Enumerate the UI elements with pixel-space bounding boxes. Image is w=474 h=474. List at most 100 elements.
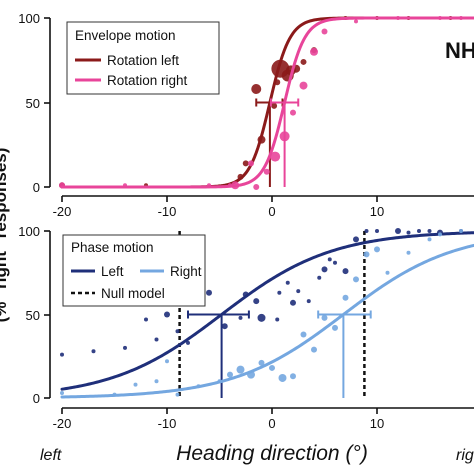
bottom-x-tick-label-neg10: -10 <box>158 416 177 431</box>
bottom-point-left-20 <box>306 299 311 304</box>
bottom-point-left-9 <box>206 289 212 296</box>
bottom-point-left-5 <box>154 337 159 342</box>
bottom-point-left-29 <box>395 228 401 234</box>
top-legend-box <box>66 21 220 95</box>
bottom-y-tick-label-100: 100 <box>18 224 40 239</box>
bottom-point-right-25 <box>406 250 411 255</box>
bottom-point-right-14 <box>278 373 287 382</box>
top-x-tick-label-0: 0 <box>268 204 275 219</box>
bottom-point-left-19 <box>296 289 301 294</box>
bottom-point-left-1 <box>60 352 64 357</box>
bottom-point-left-14 <box>257 313 266 322</box>
bottom-point-right-26 <box>427 237 432 242</box>
top-legend-title: Envelope motion <box>75 28 176 43</box>
bottom-x-tick-label-10: 10 <box>370 416 384 431</box>
top-point-rotation-right-15 <box>354 19 358 24</box>
bottom-point-left-3 <box>123 345 127 350</box>
bottom-point-left-18 <box>290 299 296 306</box>
bottom-x-tick-label-neg20: -20 <box>53 416 72 431</box>
top-legend-label-rotation-left: Rotation left <box>107 53 179 68</box>
bottom-point-right-24 <box>385 270 390 275</box>
bottom-point-right-19 <box>332 324 338 331</box>
bottom-point-left-24 <box>333 260 337 265</box>
bottom-point-right-10 <box>236 365 245 374</box>
bottom-point-right-22 <box>363 251 370 258</box>
bottom-point-left-16 <box>277 290 282 295</box>
y-axis-title-fragment: (% "right" responses) <box>0 148 10 323</box>
x-axis-right-word: rig <box>456 447 474 464</box>
bottom-point-right-28 <box>459 229 463 233</box>
top-point-rotation-right-8 <box>263 168 270 175</box>
top-point-rotation-right-12 <box>299 81 308 90</box>
bottom-legend-title: Phase motion <box>71 240 154 255</box>
bottom-point-right-17 <box>311 346 317 353</box>
bottom-point-right-4 <box>154 379 159 384</box>
bottom-point-left-22 <box>321 266 328 273</box>
top-x-tick-label-neg20: -20 <box>53 204 72 219</box>
top-point-rotation-right-14 <box>321 28 328 35</box>
bottom-legend-label-null-model: Null model <box>101 286 165 301</box>
bottom-point-left-13 <box>253 298 260 305</box>
top-fit-curve-rotation-right <box>60 16 474 189</box>
bottom-legend: Phase motion Left Right Null model <box>62 234 206 307</box>
bottom-point-left-10 <box>221 323 228 330</box>
top-y-tick-label-0: 0 <box>33 180 40 195</box>
top-point-rotation-right-11 <box>290 109 296 116</box>
bottom-point-right-3 <box>133 382 138 387</box>
top-y-tick-label-100: 100 <box>18 11 40 26</box>
top-point-rotation-right-6 <box>248 160 254 167</box>
top-legend-label-rotation-right: Rotation right <box>107 73 188 88</box>
bottom-legend-label-right: Right <box>170 264 202 279</box>
top-point-rotation-right-13 <box>310 47 318 56</box>
top-x-tick-label-10: 10 <box>370 204 384 219</box>
bottom-point-right-16 <box>300 331 307 338</box>
bottom-point-left-23 <box>327 257 332 262</box>
panel-phase-motion: 0 50 100 -20 -10 0 10 Phase motion Left … <box>18 224 474 431</box>
bottom-point-right-21 <box>353 276 359 283</box>
bottom-point-right-1 <box>60 390 64 395</box>
bottom-legend-label-left: Left <box>101 264 124 279</box>
x-axis-left-word: left <box>40 447 62 464</box>
bottom-point-left-7 <box>175 329 180 334</box>
bottom-point-left-2 <box>91 349 96 354</box>
top-point-rotation-right-9 <box>270 151 281 162</box>
bottom-point-right-12 <box>258 359 265 366</box>
bottom-point-right-13 <box>269 364 275 371</box>
x-axis-title: Heading direction (°) <box>176 442 368 465</box>
subject-label: NH <box>445 38 474 63</box>
bottom-point-left-26 <box>353 236 359 243</box>
bottom-point-left-25 <box>342 268 349 275</box>
bottom-fit-curve-right <box>60 243 474 399</box>
bottom-point-right-27 <box>438 232 442 237</box>
bottom-point-left-6 <box>164 311 170 318</box>
bottom-point-left-17 <box>285 280 290 285</box>
bottom-point-right-9 <box>227 371 233 378</box>
bottom-fit-curve-left <box>60 231 474 391</box>
bottom-point-left-15 <box>275 317 280 322</box>
bottom-point-right-15 <box>290 373 296 380</box>
bottom-point-left-8 <box>186 340 190 345</box>
bottom-point-left-31 <box>417 229 421 233</box>
top-y-tick-label-50: 50 <box>26 96 40 111</box>
top-legend: Envelope motion Rotation left Rotation r… <box>66 21 220 95</box>
bottom-point-right-20 <box>342 294 349 301</box>
bottom-point-left-27 <box>364 229 369 233</box>
bottom-point-right-18 <box>321 314 328 321</box>
bottom-y-tick-label-0: 0 <box>33 391 40 406</box>
bottom-point-right-5 <box>165 359 169 364</box>
bottom-point-left-21 <box>317 275 322 280</box>
top-x-tick-label-neg10: -10 <box>158 204 177 219</box>
top-point-rotation-left-13 <box>300 58 307 65</box>
bottom-y-tick-label-50: 50 <box>26 308 40 323</box>
top-point-rotation-left-7 <box>251 83 262 94</box>
bottom-point-left-30 <box>406 230 411 235</box>
bottom-point-left-4 <box>144 317 148 322</box>
top-point-rotation-left-6 <box>271 102 278 109</box>
bottom-point-left-11 <box>238 315 243 320</box>
bottom-point-right-6 <box>175 392 180 397</box>
top-point-rotation-right-7 <box>253 184 260 190</box>
bottom-point-left-28 <box>375 229 379 233</box>
bottom-x-tick-label-0: 0 <box>268 416 275 431</box>
top-point-rotation-left-4 <box>242 160 249 167</box>
